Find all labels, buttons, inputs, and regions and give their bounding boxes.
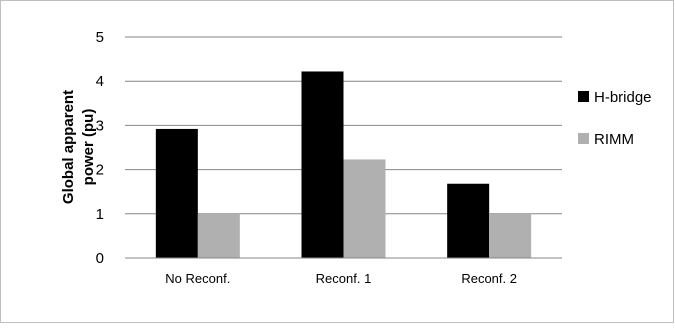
- legend-label-rimm: RIMM: [594, 131, 634, 148]
- bar-h-bridge-2: [301, 71, 344, 258]
- bar-h-bridge-1: [155, 128, 198, 258]
- y-axis-tick-labels: 0 1 2 3 4 5: [96, 29, 104, 267]
- y-tick-label: 3: [96, 117, 104, 134]
- legend-swatch-rimm: [578, 133, 589, 144]
- y-tick-label: 5: [96, 29, 104, 46]
- legend: H-bridge RIMM: [578, 89, 652, 148]
- y-axis-label-line-2: power (pu): [80, 109, 97, 186]
- y-tick-label: 2: [96, 162, 104, 179]
- bar-rimm-3: [489, 213, 532, 258]
- x-axis-category-labels: No Reconf. Reconf. 1 Reconf. 2: [165, 271, 517, 286]
- x-category-label: Reconf. 1: [316, 271, 372, 286]
- bar-rimm-1: [197, 213, 240, 258]
- y-tick-label: 0: [96, 250, 104, 267]
- bar-h-bridge-3: [447, 183, 490, 258]
- x-category-label: No Reconf.: [165, 271, 230, 286]
- y-tick-label: 4: [96, 73, 104, 90]
- legend-swatch-h-bridge: [578, 91, 589, 102]
- bar-rimm-2: [343, 159, 386, 258]
- y-tick-label: 1: [96, 206, 104, 223]
- x-category-label: Reconf. 2: [461, 271, 517, 286]
- bars: [155, 71, 532, 258]
- y-axis-label-line-1: Global apparent: [60, 90, 77, 204]
- legend-label-h-bridge: H-bridge: [594, 89, 652, 106]
